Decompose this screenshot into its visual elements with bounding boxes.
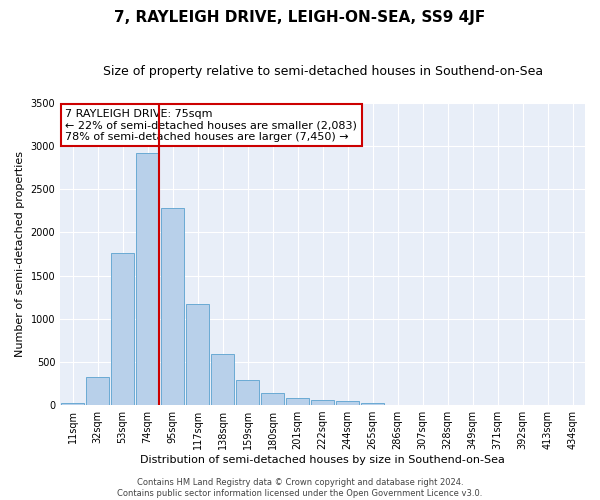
Bar — [262, 393, 284, 405]
Bar — [86, 376, 109, 405]
Text: Contains HM Land Registry data © Crown copyright and database right 2024.
Contai: Contains HM Land Registry data © Crown c… — [118, 478, 482, 498]
Bar — [286, 398, 309, 405]
Text: 7, RAYLEIGH DRIVE, LEIGH-ON-SEA, SS9 4JF: 7, RAYLEIGH DRIVE, LEIGH-ON-SEA, SS9 4JF — [115, 10, 485, 25]
Bar — [361, 403, 384, 405]
Bar — [211, 354, 234, 405]
Bar — [136, 153, 159, 405]
Bar — [161, 208, 184, 405]
Y-axis label: Number of semi-detached properties: Number of semi-detached properties — [15, 151, 25, 357]
X-axis label: Distribution of semi-detached houses by size in Southend-on-Sea: Distribution of semi-detached houses by … — [140, 455, 505, 465]
Text: 7 RAYLEIGH DRIVE: 75sqm
← 22% of semi-detached houses are smaller (2,083)
78% of: 7 RAYLEIGH DRIVE: 75sqm ← 22% of semi-de… — [65, 109, 357, 142]
Title: Size of property relative to semi-detached houses in Southend-on-Sea: Size of property relative to semi-detach… — [103, 65, 542, 78]
Bar — [311, 400, 334, 405]
Bar — [61, 403, 84, 405]
Bar — [112, 253, 134, 405]
Bar — [187, 304, 209, 405]
Bar — [337, 401, 359, 405]
Bar — [236, 380, 259, 405]
